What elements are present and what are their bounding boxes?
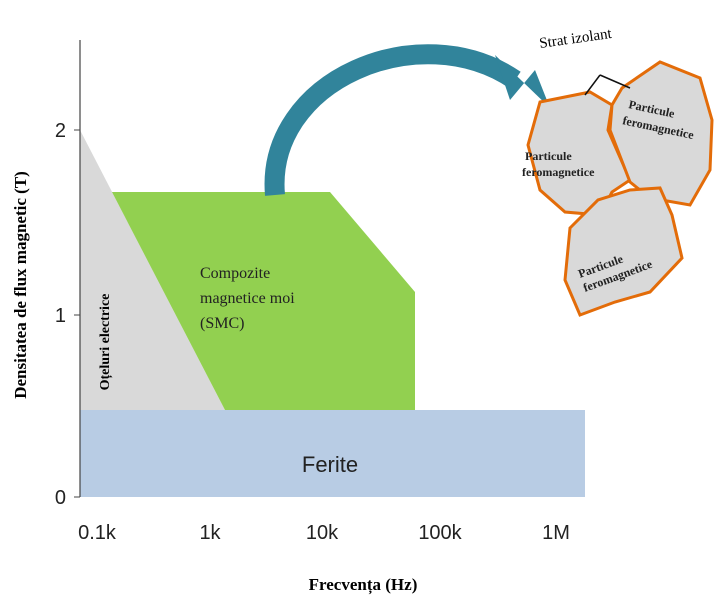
x-axis-label: Frecvența (Hz) — [309, 575, 418, 595]
y-tick: 0 — [55, 487, 66, 509]
arrow-head — [495, 55, 550, 108]
particle-label: feromagnetice — [522, 165, 595, 179]
smc-region — [112, 192, 415, 410]
x-tick: 100k — [418, 522, 462, 544]
y-tick: 2 — [55, 120, 66, 142]
smc-label: magnetice moi — [200, 290, 295, 307]
x-tick: 1k — [199, 522, 221, 544]
particle — [608, 60, 714, 207]
insulation-label: Strat izolant — [538, 26, 613, 52]
x-tick: 1M — [542, 522, 570, 544]
ferite-label: Ferite — [302, 452, 358, 477]
x-tick: 10k — [306, 522, 339, 544]
ferite-region — [80, 410, 585, 497]
arrow — [264, 44, 521, 196]
y-axis-label: Densitatea de flux magnetic (T) — [11, 171, 30, 399]
x-tick: 0.1k — [78, 522, 117, 544]
y-tick: 1 — [55, 305, 66, 327]
particle — [563, 186, 684, 317]
particle-label: Particule — [525, 149, 572, 163]
pointer — [584, 74, 631, 96]
steel-label: Oțeluri electrice — [98, 294, 113, 391]
smc-label: Compozite — [200, 265, 270, 282]
particle — [526, 90, 632, 217]
smc-label: (SMC) — [200, 315, 244, 332]
